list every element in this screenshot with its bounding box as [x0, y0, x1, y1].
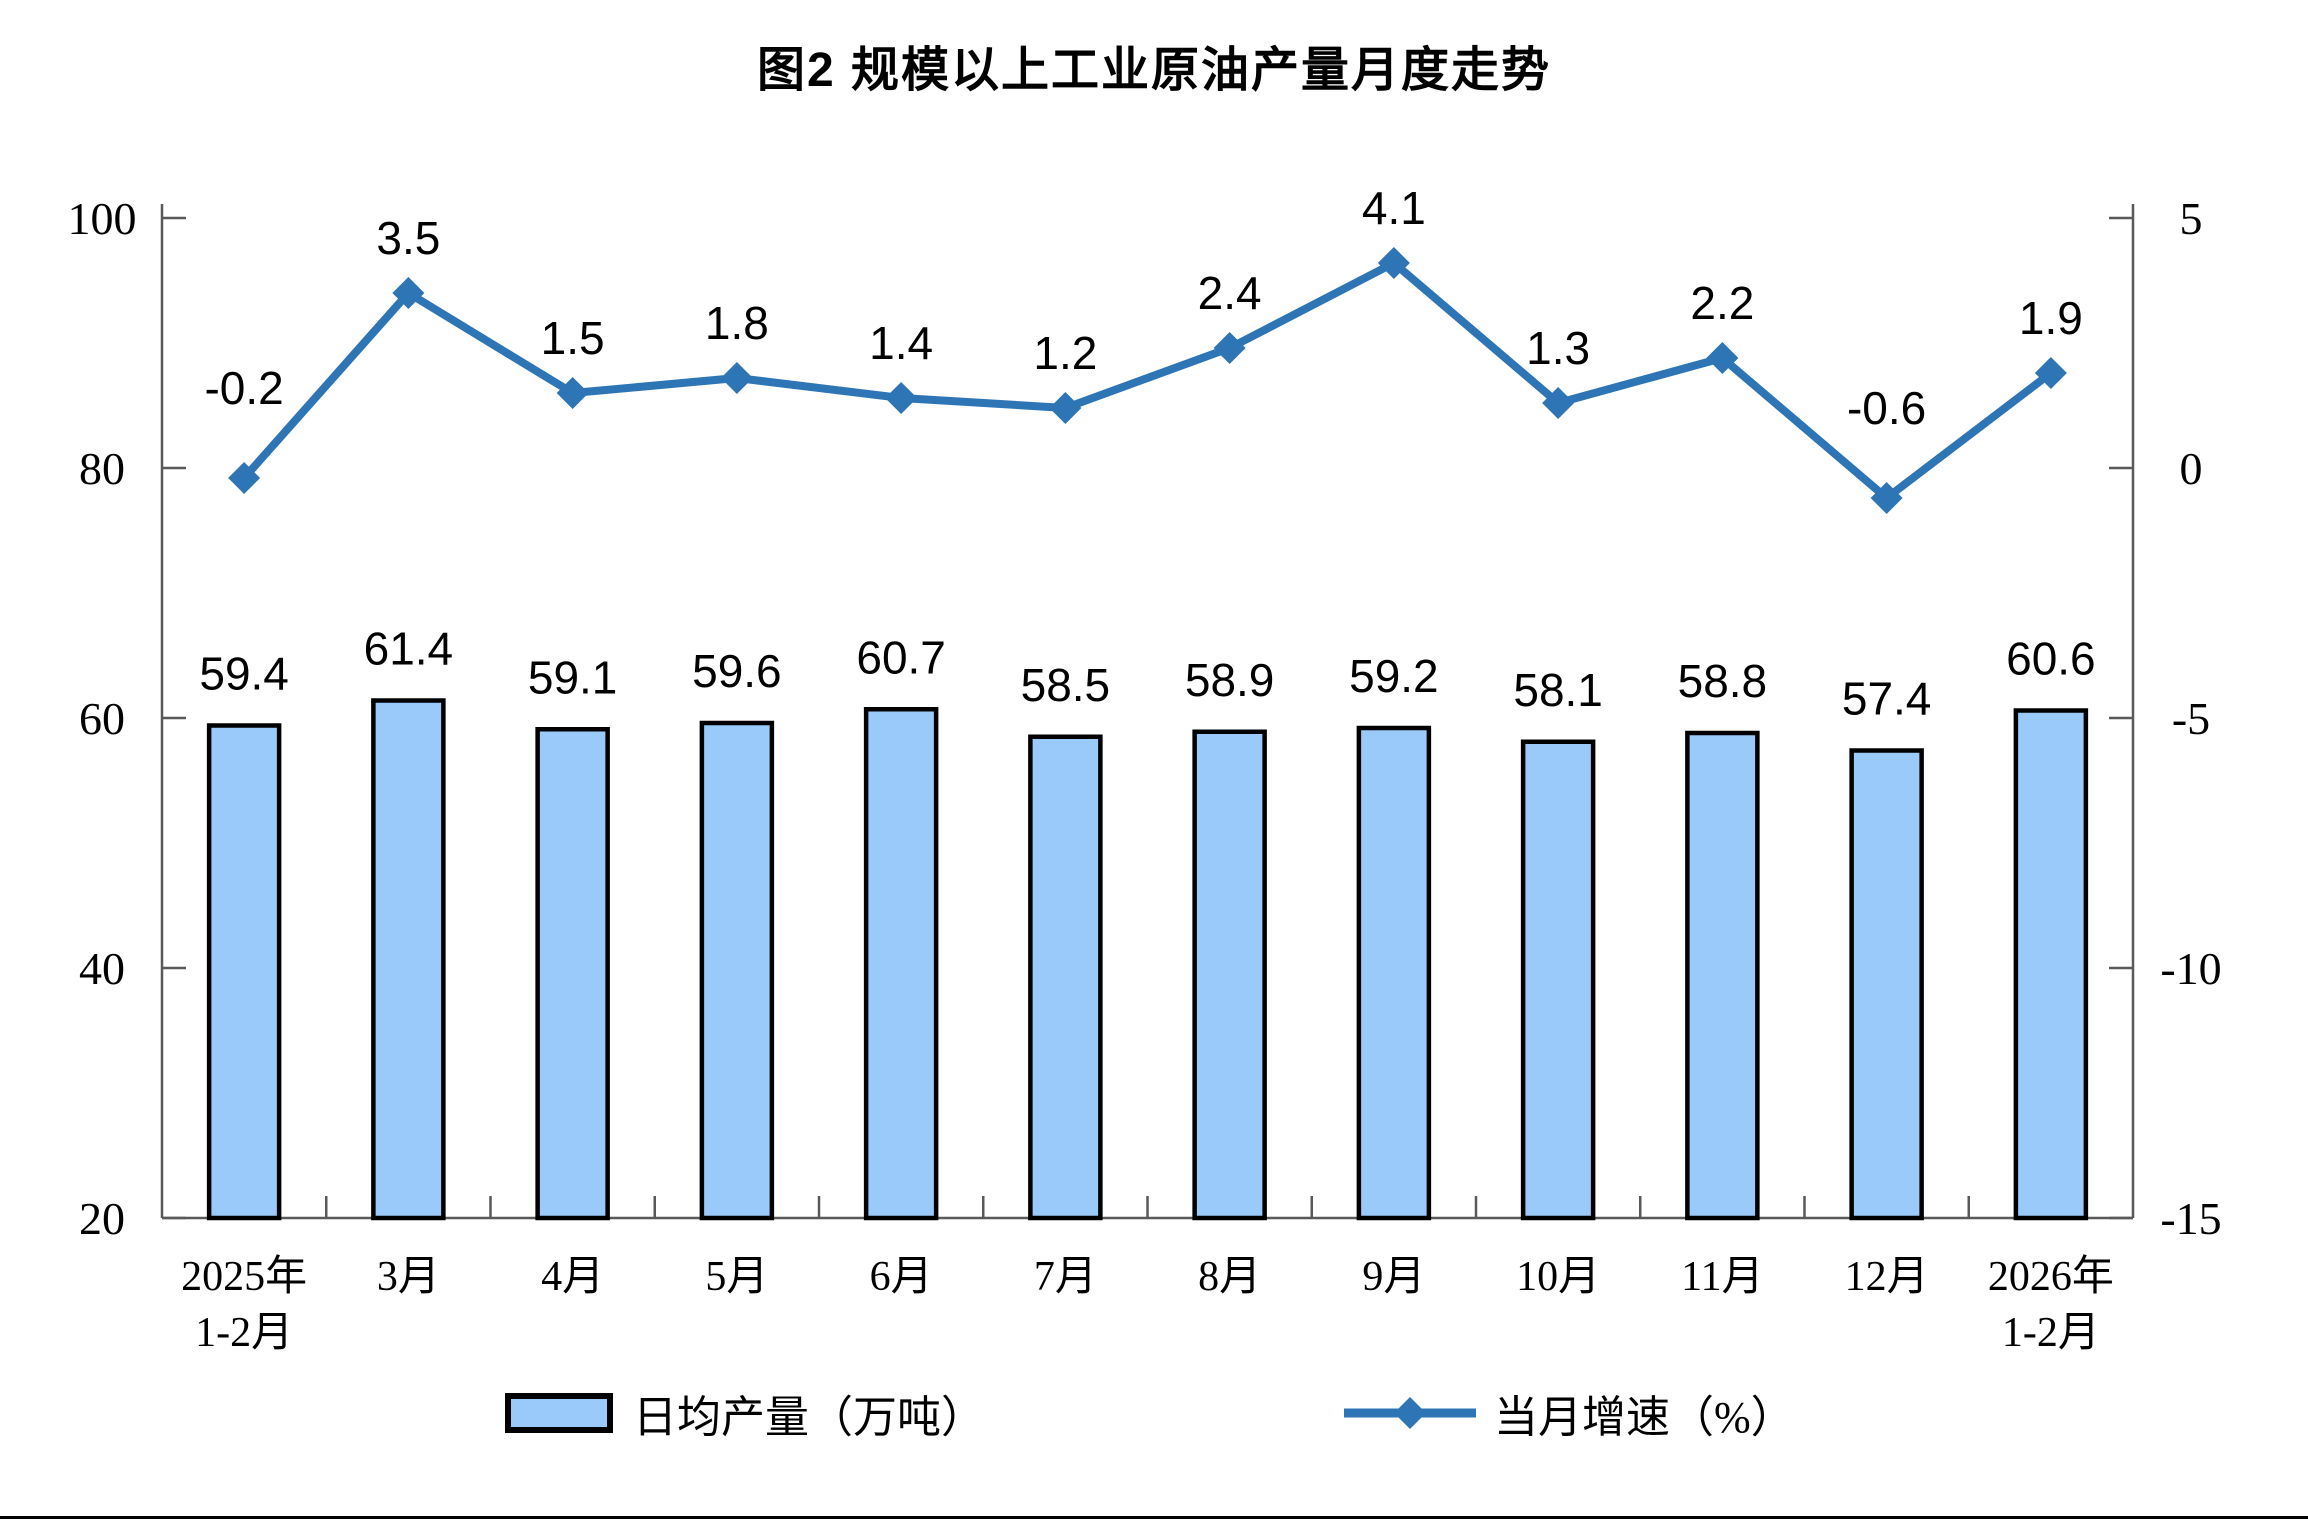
- line-series-path: [241, 259, 2054, 502]
- line-point-marker: [885, 382, 918, 414]
- bar-value-label: 59.2: [1349, 650, 1439, 702]
- line-value-label: 1.5: [541, 312, 605, 364]
- line-point-marker: [2034, 357, 2067, 389]
- x-axis-category-label: 4月: [541, 1254, 604, 1300]
- bar-value-label: 58.9: [1185, 654, 1275, 706]
- bar-value-label: 59.1: [528, 651, 618, 703]
- left-axis-tick-label: 60: [79, 693, 125, 744]
- right-axis-tick-label: -5: [2172, 693, 2210, 744]
- x-axis-category-label: 7月: [1034, 1254, 1097, 1300]
- line-point-marker: [392, 277, 425, 309]
- line-value-label: 1.2: [1033, 327, 1097, 379]
- left-axis-tick-label: 80: [79, 443, 125, 494]
- line-value-label: 1.9: [2019, 292, 2083, 344]
- chart-legend: 日均产量（万吨） 当月增速（%）: [0, 1378, 2308, 1448]
- bar: [1356, 725, 1432, 1221]
- line-point-marker: [556, 377, 589, 409]
- bar: [2013, 708, 2089, 1221]
- bar: [1192, 729, 1267, 1221]
- bar-series-swatch: [505, 1393, 613, 1433]
- line-point-marker: [1213, 332, 1246, 364]
- left-axis-tick-label: 100: [68, 193, 137, 244]
- x-axis-category-label: 5月: [705, 1254, 768, 1300]
- line-series-label: 当月增速（%）: [1494, 1393, 1795, 1442]
- line-value-label: 1.4: [869, 317, 933, 369]
- bar-value-label: 58.5: [1021, 659, 1111, 711]
- bar-value-label: 58.1: [1513, 664, 1603, 716]
- line-value-label: -0.6: [1847, 382, 1926, 434]
- bar-series-label: 日均产量（万吨）: [633, 1393, 985, 1442]
- bar-value-label: 60.6: [2006, 633, 2096, 685]
- right-axis-tick-label: -10: [2160, 943, 2221, 994]
- page-bottom-divider: [0, 1516, 2308, 1519]
- x-axis-category-label: 8月: [1198, 1254, 1261, 1300]
- x-axis-category-label: 12月: [1845, 1254, 1929, 1300]
- line-series-swatch: [1344, 1397, 1476, 1429]
- bar: [863, 707, 939, 1221]
- left-axis-tick-label: 20: [79, 1193, 125, 1244]
- x-axis-category-label: 3月: [377, 1254, 440, 1300]
- legend-item-bar: 日均产量（万吨）: [505, 1378, 985, 1448]
- x-axis-category-label: 2025年 1-2月: [181, 1253, 307, 1356]
- line-point-marker: [1377, 247, 1410, 279]
- bar: [206, 723, 282, 1221]
- line-value-label: 4.1: [1362, 182, 1426, 234]
- line-value-label: 1.8: [705, 297, 769, 349]
- bar: [371, 698, 446, 1221]
- bar-value-label: 61.4: [364, 623, 454, 675]
- bar-value-label: 57.4: [1842, 673, 1932, 725]
- legend-item-line: 当月增速（%）: [1340, 1378, 1795, 1448]
- line-point-marker: [1870, 482, 1903, 514]
- line-value-label: -0.2: [204, 362, 283, 414]
- bar-value-label: 59.4: [199, 648, 289, 700]
- right-axis-tick-label: 5: [2180, 193, 2203, 244]
- x-axis-category-label: 9月: [1362, 1254, 1425, 1300]
- line-point-marker: [1049, 392, 1082, 424]
- line-point-marker: [228, 462, 261, 494]
- x-axis-category-label: 6月: [870, 1254, 933, 1300]
- left-axis-tick-label: 40: [79, 943, 125, 994]
- bar-value-label: 58.8: [1678, 655, 1768, 707]
- line-value-label: 2.2: [1690, 277, 1754, 329]
- chart-title: 图2 规模以上工业原油产量月度走势: [756, 44, 1552, 97]
- x-axis-category-label: 2026年 1-2月: [1988, 1253, 2114, 1356]
- bar: [1028, 734, 1103, 1221]
- line-point-marker: [1542, 387, 1575, 419]
- x-axis-category-label: 10月: [1516, 1254, 1600, 1300]
- bar-value-label: 59.6: [692, 645, 782, 697]
- x-axis-category-label: 11月: [1681, 1254, 1763, 1300]
- right-axis-tick-label: 0: [2180, 443, 2203, 494]
- legend-diamond-marker: [1394, 1397, 1426, 1429]
- bar: [699, 720, 775, 1221]
- bar: [1520, 739, 1596, 1221]
- line-point-marker: [720, 362, 753, 394]
- line-value-label: 2.4: [1198, 267, 1262, 319]
- line-value-label: 3.5: [376, 212, 440, 264]
- right-axis-tick-label: -15: [2160, 1193, 2221, 1244]
- bar: [1849, 748, 1924, 1221]
- bar-value-label: 60.7: [856, 631, 946, 683]
- bar: [1685, 730, 1760, 1221]
- line-value-label: 1.3: [1526, 322, 1590, 374]
- bar: [535, 727, 610, 1221]
- line-point-marker: [1706, 342, 1739, 374]
